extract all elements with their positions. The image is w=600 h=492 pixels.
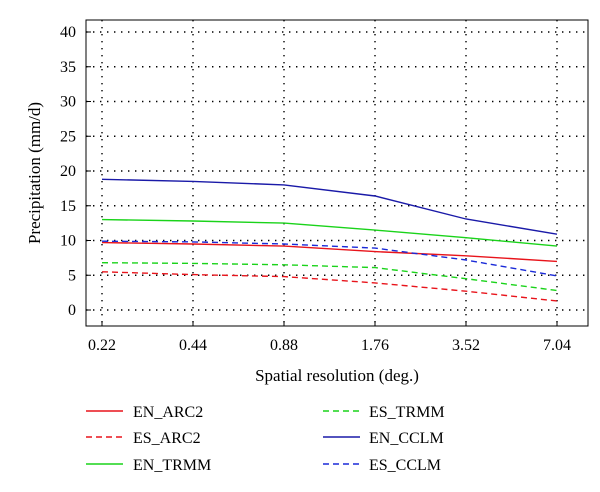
legend-label-es-cclm: ES_CCLM — [369, 457, 441, 474]
x-tick-label: 1.76 — [361, 337, 389, 354]
x-axis-ticks: 0.22 0.44 0.88 1.76 3.52 7.04 — [88, 321, 571, 354]
y-tick-label: 20 — [60, 163, 76, 180]
y-tick-label: 15 — [60, 198, 76, 215]
data-series — [101, 178, 558, 302]
y-tick-label: 25 — [60, 128, 76, 145]
y-tick-label: 30 — [60, 94, 76, 111]
series-line-es-arc2 — [101, 271, 558, 302]
legend-label-es-arc2: ES_ARC2 — [133, 430, 201, 447]
legend-label-es-trmm: ES_TRMM — [369, 404, 445, 421]
x-tick-label: 0.22 — [88, 337, 116, 354]
legend-label-en-cclm: EN_CCLM — [369, 430, 444, 447]
x-tick-label: 0.88 — [270, 337, 298, 354]
x-tick-label: 7.04 — [543, 337, 571, 354]
y-tick-label: 5 — [68, 267, 76, 284]
plot-frame — [85, 19, 589, 327]
legend: EN_ARC2 ES_ARC2 EN_TRMM ES_TRMM EN_CCLM ES_CC… — [86, 404, 445, 474]
series-line-en-trmm — [101, 218, 558, 247]
series-line-en-arc2 — [101, 241, 558, 263]
x-tick-label: 3.52 — [452, 337, 480, 354]
y-tick-label: 40 — [60, 24, 76, 41]
series-line-es-cclm — [101, 240, 558, 277]
series-line-es-trmm — [101, 262, 558, 292]
y-tick-label: 35 — [60, 59, 76, 76]
y-axis-ticks: 0 5 10 15 20 25 30 35 40 — [60, 24, 91, 319]
x-tick-label: 0.44 — [179, 337, 207, 354]
series-line-en-cclm — [101, 178, 558, 235]
legend-label-en-arc2: EN_ARC2 — [133, 404, 203, 421]
x-axis-title: Spatial resolution (deg.) — [255, 366, 419, 385]
y-tick-label: 0 — [68, 302, 76, 319]
y-tick-label: 10 — [60, 233, 76, 250]
y-axis-title: Precipitation (mm/d) — [25, 102, 44, 244]
legend-label-en-trmm: EN_TRMM — [133, 457, 211, 474]
